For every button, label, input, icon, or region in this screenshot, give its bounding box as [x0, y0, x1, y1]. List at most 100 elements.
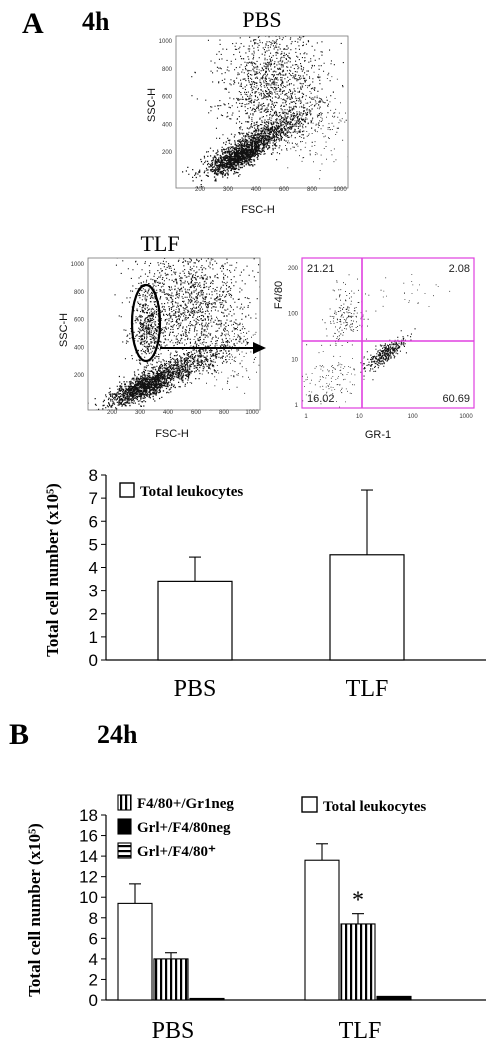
legend-swatch-total: [301, 796, 318, 813]
facs-y-tick: 100: [288, 312, 299, 318]
scatter-dots: [182, 90, 334, 188]
facs-tlf-xticks: 200 300 400 600 800 1000: [107, 410, 259, 416]
facs-tlf-yticks: 200 400 600 800 1000: [71, 262, 85, 379]
bar-chart-4h: 0 1 2 3 4 5 6 7 8 PBS TLF Total leukocytes Total cel…: [43, 466, 486, 702]
category-label: PBS: [174, 676, 217, 702]
y-tick-label: 1: [89, 628, 98, 647]
facs-x-tick: 400: [251, 187, 262, 193]
panel-a-time: 4h: [82, 7, 110, 36]
bar-vertical-stripes: [153, 958, 189, 1001]
legend-label: Grl+/F4/80neg: [137, 820, 231, 836]
gate-arrow: [160, 342, 266, 354]
facs-y-tick: 1000: [159, 39, 173, 45]
significance-asterisk: *: [352, 888, 364, 914]
facs-tlf-ylabel: SSC-H: [58, 313, 70, 347]
y-tick-label: 8: [89, 909, 98, 928]
y-tick-label: 10: [79, 888, 98, 907]
facs-tlf-title: TLF: [140, 231, 179, 256]
scatter-dots: [102, 365, 178, 408]
facs-pbs-ylabel: SSC-H: [146, 88, 158, 122]
legend-label: F4/80+/Gr1neg: [137, 796, 234, 812]
panel-b-letter: B: [9, 718, 29, 751]
facs-x-tick: 100: [408, 414, 419, 420]
facs-y-tick: 600: [74, 318, 85, 324]
facs-plot-pbs: PBS 200 400 600 800 1000 200 300 400 600 800 1000…: [146, 7, 349, 216]
legend-swatch-black: [117, 818, 132, 835]
facs-tlf-gate-ellipse: [130, 283, 162, 363]
facs-x-tick: 800: [307, 187, 318, 193]
y-tick-label: 6: [89, 512, 98, 531]
facs-pbs-yticks: 200 400 600 800 1000: [159, 39, 173, 156]
y-tick-label: 0: [89, 651, 98, 670]
y-axis-label: Total cell number (x10⁵): [25, 823, 44, 997]
y-tick-label: 5: [89, 535, 98, 554]
scatter-dots: [191, 36, 347, 176]
facs-gated-yticks: 1 10 100 200: [288, 266, 299, 409]
facs-y-tick: 400: [162, 122, 173, 128]
facs-y-tick: 1000: [71, 262, 85, 268]
facs-tlf-dots: [88, 258, 260, 410]
quadrant-upper-left: 21.21: [307, 263, 335, 275]
y-tick-label: 4: [89, 559, 98, 578]
facs-x-tick: 600: [279, 187, 290, 193]
legend-swatch-total: [119, 482, 135, 498]
facs-gated-frame: [301, 257, 475, 409]
facs-y-tick: 600: [162, 95, 173, 101]
facs-x-tick: 1: [304, 414, 308, 420]
facs-gated-ylabel: F4/80: [273, 281, 285, 309]
facs-y-tick: 800: [74, 290, 85, 296]
quadrant-lower-right: 60.69: [442, 393, 470, 405]
y-tick-label: 12: [79, 868, 98, 887]
legend-label-total: Total leukocytes: [140, 484, 243, 500]
facs-pbs-xlabel: FSC-H: [241, 204, 275, 216]
bar-total-leukocytes: [157, 580, 233, 661]
facs-x-tick: 800: [219, 410, 230, 416]
facs-x-tick: 10: [356, 414, 363, 420]
y-tick-label: 3: [89, 582, 98, 601]
bar-black: [376, 995, 412, 1001]
facs-x-tick: 1000: [459, 414, 473, 420]
y-tick-label: 8: [89, 466, 98, 485]
y-tick-label: 16: [79, 827, 98, 846]
y-tick-label: 4: [89, 950, 98, 969]
facs-gated-xticks: 1 10 100 1000: [304, 414, 473, 420]
bar-total-leukocytes: [329, 554, 405, 661]
legend-swatch-vertical-stripes: [117, 794, 132, 811]
facs-y-tick: 200: [288, 266, 299, 272]
bar-black: [189, 997, 225, 1001]
y-tick-label: 7: [89, 489, 98, 508]
legend-label-total: Total leukocytes: [323, 799, 426, 815]
bar-white: [304, 859, 340, 1001]
facs-y-tick: 400: [74, 345, 85, 351]
panel-b-time: 24h: [97, 720, 138, 749]
bar-vertical-stripes: [340, 923, 376, 1001]
scatter-dots: [125, 269, 174, 393]
facs-x-tick: 200: [195, 187, 206, 193]
scatter-dots: [144, 295, 260, 394]
scatter-dots: [198, 135, 271, 182]
category-label: TLF: [339, 1018, 382, 1044]
legend-label: Grl+/F4/80⁺: [137, 844, 216, 860]
facs-tlf-xlabel: FSC-H: [155, 428, 189, 440]
facs-y-tick: 1: [295, 403, 299, 409]
y-axis-label: Total cell number (x10⁵): [43, 483, 62, 657]
panel-a-letter: A: [22, 7, 44, 40]
facs-y-tick: 200: [74, 373, 85, 379]
y-tick-label: 2: [89, 605, 98, 624]
facs-y-tick: 200: [162, 150, 173, 156]
facs-pbs-title: PBS: [242, 7, 281, 32]
y-tick-label: 18: [79, 806, 98, 825]
facs-x-tick: 300: [135, 410, 146, 416]
y-tick-label: 14: [79, 847, 98, 866]
facs-pbs-dots: [182, 36, 348, 188]
y-tick-label: 6: [89, 929, 98, 948]
facs-x-tick: 1000: [245, 410, 259, 416]
facs-pbs-xticks: 200 300 400 600 800 1000: [195, 187, 347, 193]
y-tick-label: 2: [89, 970, 98, 989]
category-label: TLF: [346, 676, 389, 702]
y-tick-label: 0: [89, 991, 98, 1010]
category-label: PBS: [152, 1018, 195, 1044]
